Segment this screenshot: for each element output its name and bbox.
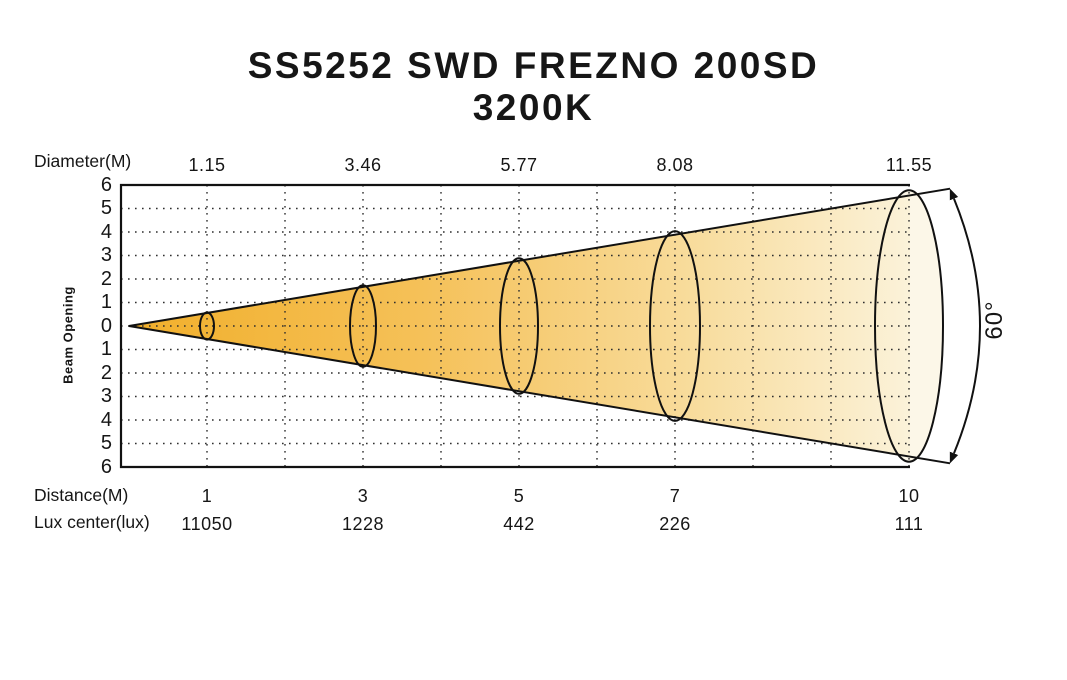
beam-section-ellipse [874, 189, 944, 463]
y-tick: 5 [100, 432, 112, 454]
distance-value: 10 [898, 486, 920, 506]
beam-section-ellipse [349, 284, 377, 368]
plot-frame [119, 183, 910, 469]
y-tick: 1 [100, 338, 112, 360]
y-tick: 0 [100, 315, 112, 337]
diameter-row-label: Diameter(M) [34, 151, 132, 171]
page-subtitle: 3200K [472, 87, 595, 128]
y-tick: 2 [100, 268, 112, 290]
beam-edge-lines [128, 187, 951, 465]
y-tick: 3 [100, 385, 112, 407]
y-tick: 1 [100, 291, 112, 313]
diameter-value: 5.77 [500, 155, 538, 175]
page-title: SS5252 SWD FREZNO 200SD [247, 45, 820, 86]
distance-value: 3 [357, 486, 369, 506]
diameter-value: 8.08 [656, 155, 694, 175]
distance-value: 5 [513, 486, 525, 506]
lux-value: 1228 [341, 514, 385, 534]
y-tick: 4 [100, 409, 112, 431]
distance-row-label: Distance(M) [34, 485, 129, 505]
diameter-value: 1.15 [188, 155, 226, 175]
lux-value: 226 [659, 514, 691, 534]
y-tick: 4 [100, 221, 112, 243]
y-tick: 5 [100, 197, 112, 219]
beam-section-ellipse [499, 257, 539, 395]
y-tick: 2 [100, 362, 112, 384]
y-tick: 3 [100, 244, 112, 266]
lux-row-label: Lux center(lux) [34, 512, 150, 532]
y-tick: 6 [100, 456, 112, 478]
beam-section-ellipse [649, 230, 701, 422]
lux-value: 11050 [181, 514, 233, 534]
distance-value: 7 [669, 486, 681, 506]
lux-value: 111 [894, 514, 924, 534]
beam-angle-label: 60° [981, 300, 1008, 340]
lux-value: 442 [503, 514, 535, 534]
beam-angle-arc [949, 188, 981, 464]
diameter-value: 3.46 [344, 155, 382, 175]
distance-value: 1 [201, 486, 213, 506]
diameter-value: 11.55 [885, 155, 933, 175]
y-tick: 6 [100, 174, 112, 196]
